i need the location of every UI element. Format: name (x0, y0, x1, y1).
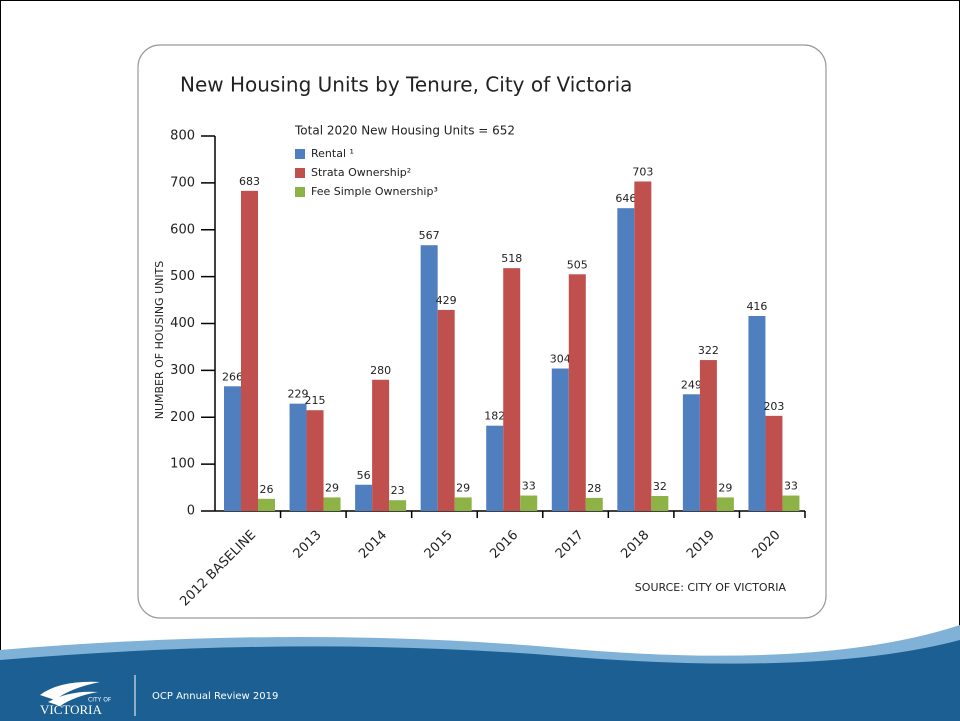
y-tick-label: 400 (170, 316, 195, 331)
bar (224, 386, 241, 511)
value-label: 646 (615, 192, 636, 205)
y-tick-label: 300 (170, 363, 195, 378)
bar (437, 309, 455, 511)
legend-swatch (295, 149, 305, 159)
bar (389, 500, 407, 511)
bar (551, 368, 569, 511)
bar (355, 484, 373, 511)
y-tick-label: 0 (187, 504, 195, 519)
bar (420, 245, 438, 511)
value-label: 23 (391, 484, 405, 497)
value-label: 703 (632, 165, 653, 178)
logo: VICTORIA (40, 702, 102, 717)
bar (323, 497, 341, 511)
bar (585, 497, 603, 511)
value-label: 266 (222, 370, 243, 383)
value-label: 29 (718, 481, 732, 494)
value-label: 229 (288, 388, 309, 401)
value-label: 322 (698, 344, 719, 357)
legend-label: Strata Ownership² (311, 166, 411, 179)
bar (503, 268, 521, 511)
bar (748, 316, 766, 511)
bar (454, 497, 472, 511)
y-tick-label: 100 (170, 457, 195, 472)
source: SOURCE: CITY OF VICTORIA (635, 581, 787, 594)
value-label: 518 (501, 252, 522, 265)
y-axis-label: NUMBER OF HOUSING UNITS (153, 261, 166, 420)
bar (782, 495, 800, 511)
value-label: 56 (357, 469, 371, 482)
value-label: 249 (681, 378, 702, 391)
bar (634, 181, 652, 511)
subtitle: Total 2020 New Housing Units = 652 (294, 124, 515, 138)
y-tick-label: 800 (170, 129, 195, 144)
y-tick-label: 700 (170, 175, 195, 190)
value-label: 203 (763, 400, 784, 413)
bar (617, 208, 635, 511)
y-tick-label: 500 (170, 269, 195, 284)
footer-text: OCP Annual Review 2019 (152, 691, 278, 702)
bar (699, 360, 717, 511)
value-label: 32 (653, 480, 667, 493)
chart-title: New Housing Units by Tenure, City of Vic… (180, 73, 632, 97)
value-label: 33 (522, 480, 536, 493)
bar (258, 498, 275, 511)
value-label: 280 (370, 364, 391, 377)
bar (765, 415, 783, 511)
value-label: 29 (325, 481, 339, 494)
bar (716, 497, 734, 511)
y-tick-label: 200 (170, 410, 195, 425)
value-label: 567 (419, 229, 440, 242)
bar (520, 495, 538, 511)
value-label: 28 (587, 482, 601, 495)
logo-top: CITY OF (88, 697, 112, 704)
legend-swatch (295, 187, 305, 197)
legend-label: Fee Simple Ownership³ (311, 185, 438, 198)
y-tick-label: 600 (170, 222, 195, 237)
bar (289, 403, 307, 511)
value-label: 182 (484, 410, 505, 423)
bar (486, 425, 504, 511)
value-label: 33 (784, 480, 798, 493)
bar (568, 274, 586, 511)
value-label: 416 (746, 300, 767, 313)
value-label: 429 (436, 294, 457, 307)
bar (682, 394, 700, 511)
value-label: 505 (567, 258, 588, 271)
value-label: 683 (239, 175, 260, 188)
bar (306, 410, 324, 511)
value-label: 29 (456, 481, 470, 494)
value-label: 215 (305, 394, 326, 407)
bar (651, 496, 669, 511)
value-label: 26 (260, 483, 274, 496)
logo-icon (40, 681, 100, 706)
value-label: 304 (550, 353, 571, 366)
bar (241, 190, 258, 511)
footer-band (0, 640, 960, 721)
bar (372, 379, 390, 511)
legend-label: Rental ¹ (311, 147, 354, 160)
legend-swatch (295, 168, 305, 178)
